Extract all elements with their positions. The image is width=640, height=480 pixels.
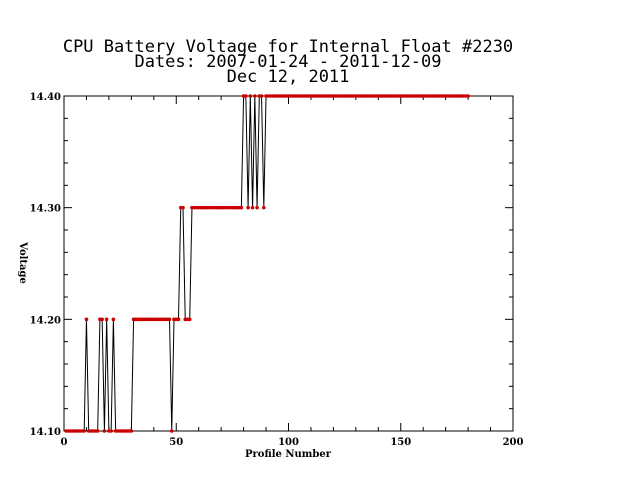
data-point <box>255 205 259 210</box>
data-point <box>181 205 185 210</box>
x-tick-label: 100 <box>278 437 299 448</box>
x-tick-label: 0 <box>61 437 68 448</box>
chart-title: CPU Battery Voltage for Internal Float #… <box>63 37 513 87</box>
data-point <box>239 205 244 210</box>
data-point <box>82 429 87 433</box>
data-point <box>167 317 172 322</box>
x-tick-label: 200 <box>503 437 524 448</box>
minor-ticks <box>63 95 514 432</box>
y-tick-labels: 14.10 14.20 14.30 14.40 <box>30 92 61 438</box>
data-point <box>109 429 113 433</box>
chart-title-line-1: CPU Battery Voltage for Internal Float #… <box>63 37 513 57</box>
data-point <box>466 94 470 98</box>
series-voltage <box>64 94 470 433</box>
plot-frame <box>63 95 514 432</box>
chart-title-line-3: Dec 12, 2011 <box>227 67 350 87</box>
x-tick-label: 150 <box>390 437 411 448</box>
x-tick-labels: 0 50 100 150 200 <box>61 437 524 448</box>
data-point <box>259 94 264 98</box>
data-point <box>250 205 255 210</box>
data-point <box>169 429 174 433</box>
data-point <box>262 205 266 210</box>
data-point <box>104 317 109 322</box>
chart-title-line-2: Dates: 2007-01-24 - 2011-12-09 <box>134 52 441 72</box>
data-point <box>244 94 248 98</box>
data-point <box>246 205 250 210</box>
data-point <box>95 429 100 433</box>
y-tick-label: 14.20 <box>30 315 61 326</box>
x-axis-label: Profile Number <box>245 449 332 460</box>
data-point <box>187 317 192 322</box>
data-point <box>253 94 257 98</box>
y-axis-label: Voltage <box>17 241 28 284</box>
series-line <box>66 95 469 432</box>
data-point <box>102 429 107 433</box>
data-point <box>129 429 134 433</box>
data-point <box>248 94 253 98</box>
y-tick-label: 14.40 <box>30 92 61 103</box>
y-tick-label: 14.30 <box>30 204 61 215</box>
data-point <box>84 317 89 322</box>
y-tick-label: 14.10 <box>30 427 61 438</box>
data-point <box>111 317 116 322</box>
x-tick-label: 50 <box>169 437 183 448</box>
data-point <box>100 317 104 322</box>
data-point <box>176 317 181 322</box>
